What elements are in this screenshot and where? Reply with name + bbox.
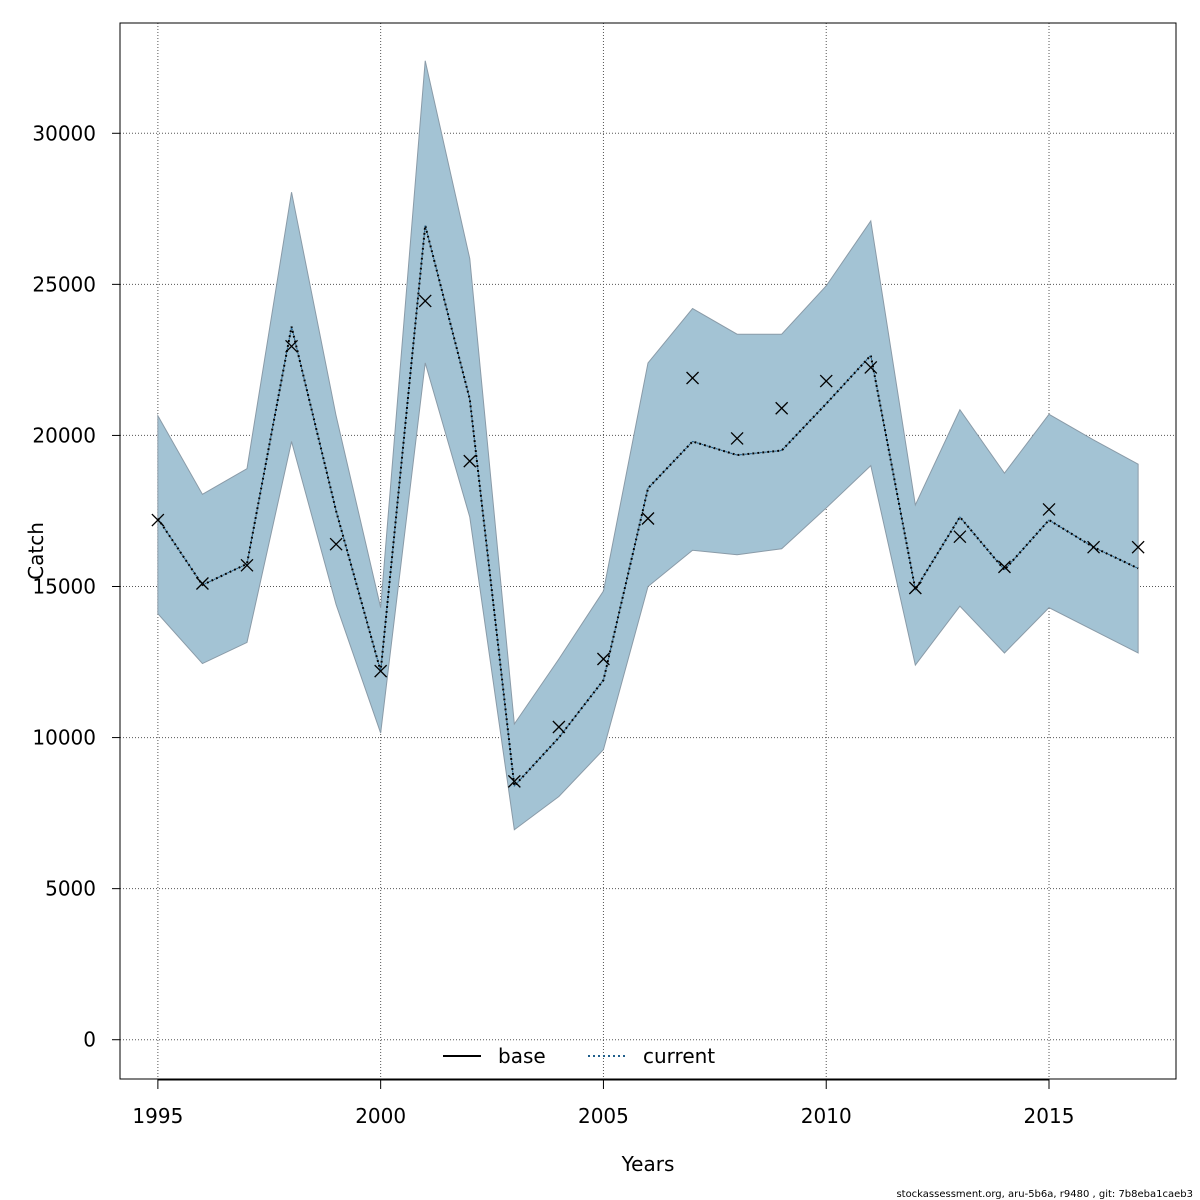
observed-point-stroke <box>953 530 967 544</box>
series-lines <box>157 225 1139 789</box>
observed-point <box>507 774 521 788</box>
observed-point-stroke <box>596 652 610 666</box>
observed-point-stroke <box>240 558 254 572</box>
observed-point <box>641 512 655 525</box>
y-tick-label: 10000 <box>32 726 96 750</box>
observed-point <box>552 720 566 734</box>
footer-credit: stockassessment.org, aru-5b6a, r9480 , g… <box>896 1189 1193 1200</box>
observed-point <box>1042 502 1056 516</box>
observed-point <box>329 537 343 551</box>
observed-point-stroke <box>329 537 343 551</box>
x-tick-label: 2000 <box>355 1104 406 1128</box>
observed-point <box>775 401 789 415</box>
observed-point <box>285 339 299 353</box>
observed-point <box>953 530 967 544</box>
observed-point-stroke <box>285 339 299 353</box>
observed-point <box>195 577 209 590</box>
observed-point-stroke <box>1087 540 1101 554</box>
y-tick-label: 5000 <box>45 877 96 901</box>
observed-point-stroke <box>195 577 209 590</box>
observed-point-stroke <box>418 294 432 308</box>
observed-point-stroke <box>1131 540 1145 554</box>
x-tick-label: 1995 <box>132 1104 183 1128</box>
observed-markers <box>151 294 1145 788</box>
legend: base current <box>443 1044 715 1068</box>
observed-point-stroke <box>997 560 1011 574</box>
observed-point <box>908 581 922 595</box>
observed-point <box>1087 540 1101 554</box>
y-tick-label: 20000 <box>32 423 96 447</box>
observed-point-stroke <box>730 431 744 445</box>
observed-point <box>686 371 700 385</box>
observed-point <box>374 664 388 678</box>
series-current-line <box>157 225 1139 789</box>
y-tick-label: 25000 <box>32 272 96 296</box>
observed-point <box>997 560 1011 574</box>
x-tick-label: 2010 <box>801 1104 852 1128</box>
confidence-band <box>157 60 1139 831</box>
observed-point <box>730 431 744 445</box>
observed-point-stroke <box>864 360 878 374</box>
observed-point-stroke <box>151 513 165 527</box>
observed-point <box>1131 540 1145 554</box>
x-axis-label: Years <box>621 1152 675 1176</box>
observed-point-stroke <box>908 581 922 595</box>
observed-point <box>596 652 610 666</box>
observed-point-stroke <box>552 720 566 734</box>
observed-point <box>864 360 878 374</box>
observed-point-stroke <box>775 401 789 415</box>
x-tick-label: 2005 <box>578 1104 629 1128</box>
y-axis-label: Catch <box>24 522 48 580</box>
y-tick-label: 0 <box>83 1028 96 1052</box>
observed-point-stroke <box>819 374 833 388</box>
observed-point <box>151 513 165 527</box>
observed-point <box>463 454 477 468</box>
observed-point-stroke <box>374 664 388 678</box>
observed-point-stroke <box>463 454 477 468</box>
x-tick-label: 2015 <box>1024 1104 1075 1128</box>
observed-point-stroke <box>1042 502 1056 516</box>
legend-base-label: base <box>498 1044 546 1068</box>
y-tick-label: 30000 <box>32 121 96 145</box>
series-current-line-accent <box>157 225 1139 788</box>
observed-point <box>418 294 432 308</box>
observed-point-stroke <box>641 512 655 525</box>
observed-point <box>240 558 254 572</box>
observed-point-stroke <box>686 371 700 385</box>
y-tick-label: 15000 <box>32 575 96 599</box>
observed-point <box>819 374 833 388</box>
axes: 1995 2000 2005 2010 2015 0 5000 10000 15000 20000… <box>32 121 1074 1128</box>
legend-current-label: current <box>643 1044 715 1068</box>
observed-point-stroke <box>507 774 521 788</box>
